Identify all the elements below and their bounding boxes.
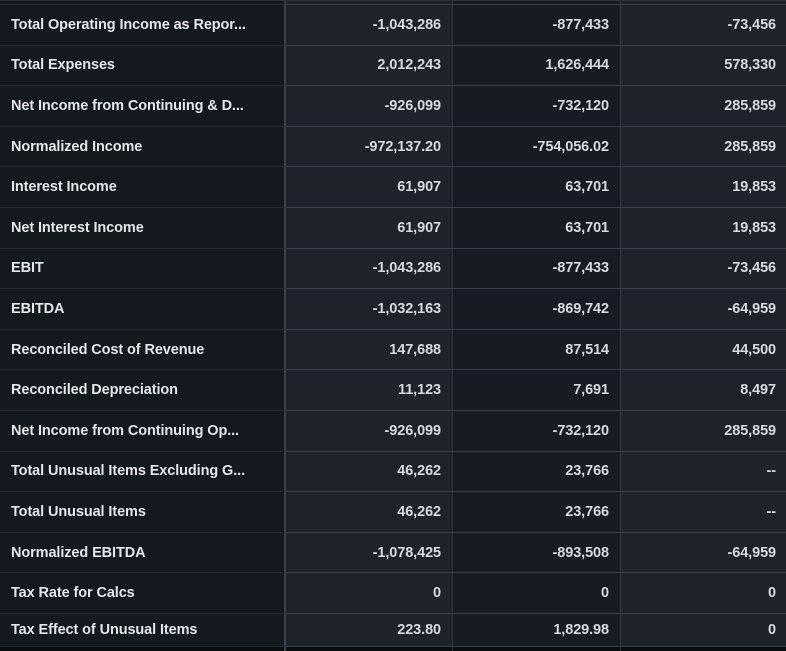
row-label-clipped [0, 0, 286, 4]
value-cell-col1: 11,123 [286, 369, 453, 410]
value-cell-col3: -64,959 [621, 531, 786, 573]
value-cell-col1: -1,043,286 [286, 4, 453, 45]
bottom-edge-col2 [453, 645, 621, 651]
table-row-clipped-top [0, 0, 786, 4]
value-cell-col2: -869,742 [453, 288, 621, 329]
value-cell-col3: 578,330 [621, 44, 786, 86]
value-cell-clipped [621, 0, 786, 4]
row-label: Normalized EBITDA [0, 531, 286, 573]
value-cell-col2: 1,829.98 [453, 612, 621, 646]
value-cell-col2: -877,433 [453, 247, 621, 289]
value-cell-col1: 147,688 [286, 328, 453, 370]
value-cell-col3: 19,853 [621, 166, 786, 207]
value-cell-col2: 7,691 [453, 369, 621, 410]
table-row: Tax Rate for Calcs 0 0 0 [0, 572, 786, 613]
value-cell-col2: 0 [453, 572, 621, 613]
value-cell-col2: 23,766 [453, 491, 621, 532]
value-cell-col1: -1,032,163 [286, 288, 453, 329]
value-cell-col1: 61,907 [286, 206, 453, 248]
table-row: Normalized EBITDA -1,078,425 -893,508 -6… [0, 531, 786, 573]
value-cell-col1: -1,078,425 [286, 531, 453, 573]
value-cell-col3: 0 [621, 572, 786, 613]
bottom-edge-col3 [621, 645, 786, 651]
row-label: Reconciled Cost of Revenue [0, 328, 286, 370]
value-cell-col1: -926,099 [286, 85, 453, 126]
value-cell-col1: 61,907 [286, 166, 453, 207]
value-cell-col1: 46,262 [286, 491, 453, 532]
value-cell-col3: -73,456 [621, 4, 786, 45]
value-cell-col1: -926,099 [286, 409, 453, 451]
table-row: Total Unusual Items Excluding G... 46,26… [0, 450, 786, 492]
table-row: EBITDA -1,032,163 -869,742 -64,959 [0, 288, 786, 329]
row-label: Tax Effect of Unusual Items [0, 612, 286, 646]
value-cell-col3: 0 [621, 612, 786, 646]
table-row: Net Interest Income 61,907 63,701 19,853 [0, 206, 786, 248]
value-cell-col1: 2,012,243 [286, 44, 453, 86]
value-cell-clipped [286, 0, 453, 4]
value-cell-col1: 46,262 [286, 450, 453, 492]
table-row: Interest Income 61,907 63,701 19,853 [0, 166, 786, 207]
value-cell-col3: 44,500 [621, 328, 786, 370]
value-cell-col2: -732,120 [453, 85, 621, 126]
bottom-edge-label-col [0, 645, 286, 651]
value-cell-col3: -- [621, 450, 786, 492]
value-cell-col3: 285,859 [621, 125, 786, 167]
row-label: Interest Income [0, 166, 286, 207]
table-row: Net Income from Continuing & D... -926,0… [0, 85, 786, 126]
value-cell-col1: 0 [286, 572, 453, 613]
table-row: Total Expenses 2,012,243 1,626,444 578,3… [0, 44, 786, 86]
table-row: Net Income from Continuing Op... -926,09… [0, 409, 786, 451]
value-cell-col1: -1,043,286 [286, 247, 453, 289]
value-cell-col2: -732,120 [453, 409, 621, 451]
value-cell-col2: 1,626,444 [453, 44, 621, 86]
table-row: Reconciled Cost of Revenue 147,688 87,51… [0, 328, 786, 370]
table-row: Reconciled Depreciation 11,123 7,691 8,4… [0, 369, 786, 410]
value-cell-col3: -- [621, 491, 786, 532]
table-bottom-edge [0, 645, 786, 651]
row-label: Reconciled Depreciation [0, 369, 286, 410]
table-row: Total Unusual Items 46,262 23,766 -- [0, 491, 786, 532]
row-label: Normalized Income [0, 125, 286, 167]
value-cell-clipped [453, 0, 621, 4]
table-row: Normalized Income -972,137.20 -754,056.0… [0, 125, 786, 167]
value-cell-col2: 63,701 [453, 166, 621, 207]
value-cell-col1: -972,137.20 [286, 125, 453, 167]
row-label: EBIT [0, 247, 286, 289]
value-cell-col1: 223.80 [286, 612, 453, 646]
value-cell-col2: 87,514 [453, 328, 621, 370]
row-label: Total Operating Income as Repor... [0, 4, 286, 45]
bottom-edge-col1 [286, 645, 453, 651]
value-cell-col3: 19,853 [621, 206, 786, 248]
value-cell-col3: 8,497 [621, 369, 786, 410]
value-cell-col2: 23,766 [453, 450, 621, 492]
row-label: EBITDA [0, 288, 286, 329]
table-row: Tax Effect of Unusual Items 223.80 1,829… [0, 612, 786, 646]
value-cell-col3: -64,959 [621, 288, 786, 329]
row-label: Net Income from Continuing & D... [0, 85, 286, 126]
value-cell-col2: -754,056.02 [453, 125, 621, 167]
table-row: Total Operating Income as Repor... -1,04… [0, 4, 786, 45]
row-label: Total Unusual Items [0, 491, 286, 532]
table-row: EBIT -1,043,286 -877,433 -73,456 [0, 247, 786, 289]
row-label: Net Interest Income [0, 206, 286, 248]
row-label: Net Income from Continuing Op... [0, 409, 286, 451]
value-cell-col3: 285,859 [621, 85, 786, 126]
value-cell-col3: -73,456 [621, 247, 786, 289]
row-label: Total Unusual Items Excluding G... [0, 450, 286, 492]
value-cell-col2: -893,508 [453, 531, 621, 573]
value-cell-col2: -877,433 [453, 4, 621, 45]
row-label: Tax Rate for Calcs [0, 572, 286, 613]
value-cell-col2: 63,701 [453, 206, 621, 248]
value-cell-col3: 285,859 [621, 409, 786, 451]
row-label: Total Expenses [0, 44, 286, 86]
